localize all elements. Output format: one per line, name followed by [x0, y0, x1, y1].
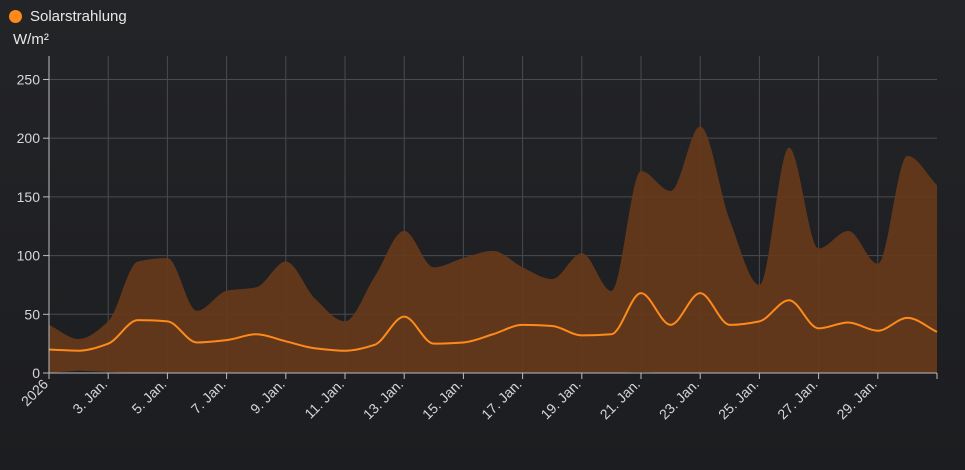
y-axis-ticks: 0 50 100 150 200 250	[17, 71, 49, 381]
x-tick-label: 7. Jan.	[188, 376, 229, 417]
x-tick-label: 29. Jan.	[833, 376, 880, 423]
y-tick-label: 50	[24, 306, 40, 322]
min-max-band	[49, 126, 937, 373]
x-tick-label: 11. Jan.	[301, 376, 347, 422]
legend-marker-icon	[9, 10, 22, 23]
x-tick-label: 27. Jan.	[774, 376, 821, 423]
series-line-solarstrahlung[interactable]	[48, 292, 938, 352]
axes	[48, 56, 937, 374]
x-tick-label: 5. Jan.	[128, 376, 169, 417]
y-tick-label: 150	[17, 189, 41, 205]
y-tick-label: 0	[32, 365, 40, 381]
x-tick-label: 17. Jan.	[478, 376, 525, 423]
x-tick-label: 2026	[18, 376, 51, 409]
x-tick-label: 15. Jan.	[419, 376, 466, 423]
y-tick-label: 100	[17, 248, 41, 264]
x-axis-ticks: 2026 3. Jan. 5. Jan. 7. Jan. 9. Jan. 11. Jan.…	[18, 373, 938, 423]
x-tick-label: 23. Jan.	[656, 376, 703, 423]
x-tick-label: 25. Jan.	[715, 376, 762, 423]
legend-label: Solarstrahlung	[30, 8, 127, 25]
y-tick-label: 200	[17, 130, 41, 146]
x-tick-label: 19. Jan.	[537, 376, 584, 423]
x-tick-label: 3. Jan.	[69, 376, 110, 417]
y-tick-label: 250	[17, 71, 41, 87]
y-axis-unit-label: W/m²	[13, 31, 49, 48]
x-tick-label: 21. Jan.	[597, 376, 644, 423]
max-min-range-area	[49, 126, 937, 373]
x-tick-label: 9. Jan.	[247, 376, 288, 417]
x-tick-label: 13. Jan.	[360, 376, 407, 423]
series-line-layer	[48, 292, 938, 352]
chart-legend[interactable]: Solarstrahlung	[9, 8, 127, 25]
